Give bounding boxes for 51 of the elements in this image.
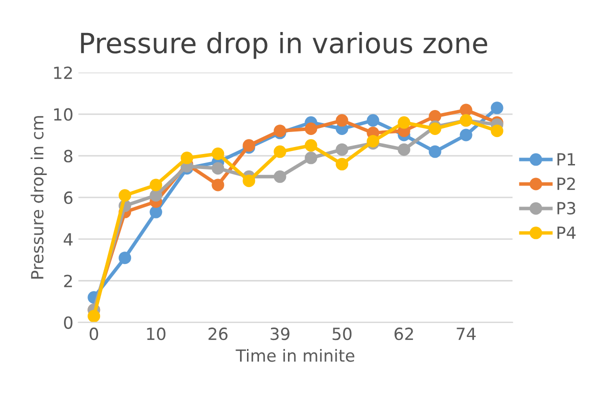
point — [460, 128, 472, 142]
point — [118, 252, 132, 264]
point — [304, 122, 318, 136]
point — [304, 152, 318, 164]
x-tick-label: 50 — [332, 328, 352, 340]
y-tick-label: 0 — [64, 316, 72, 329]
legend-label: P1 — [558, 153, 575, 166]
point — [274, 170, 286, 183]
point — [398, 143, 410, 156]
point — [490, 102, 504, 114]
y-tick-label: 10 — [54, 108, 72, 121]
y-tick-label: 4 — [64, 233, 73, 246]
y-tick-label: 8 — [64, 150, 72, 162]
point — [242, 174, 256, 188]
point — [336, 143, 348, 156]
point — [88, 310, 100, 322]
point — [366, 135, 380, 148]
point — [212, 178, 224, 192]
point — [212, 162, 224, 175]
point — [428, 122, 442, 136]
legend-label: P4 — [558, 226, 576, 239]
chart-title: Pressure drop in various zone — [81, 32, 488, 59]
y-tick-label: 2 — [64, 274, 72, 288]
point — [180, 152, 194, 164]
x-tick-label: 10 — [147, 328, 166, 340]
y-tick-label: 12 — [54, 66, 72, 79]
point — [336, 158, 348, 170]
point — [304, 139, 318, 152]
point — [398, 116, 410, 129]
point — [150, 206, 162, 218]
point — [366, 114, 380, 127]
point — [460, 104, 472, 116]
legend-label: P3 — [558, 202, 576, 215]
point — [118, 189, 132, 202]
legend-label: P2 — [558, 177, 575, 190]
x-tick-label: 39 — [270, 328, 290, 340]
x-tick-label: 26 — [208, 328, 228, 340]
x-tick-label: 62 — [394, 328, 413, 340]
point — [212, 147, 224, 160]
x-tick-label: 74 — [456, 328, 476, 340]
point — [150, 189, 162, 202]
point — [490, 124, 504, 138]
point — [336, 114, 348, 127]
point — [274, 145, 286, 158]
point — [150, 178, 162, 192]
y-axis-title: Pressure drop in cm — [30, 116, 47, 279]
y-tick-label: 6 — [64, 191, 72, 204]
x-axis-title: Time in minite — [236, 348, 354, 362]
x-tick-label: 0 — [90, 328, 98, 340]
point — [428, 110, 442, 123]
point — [428, 145, 442, 158]
